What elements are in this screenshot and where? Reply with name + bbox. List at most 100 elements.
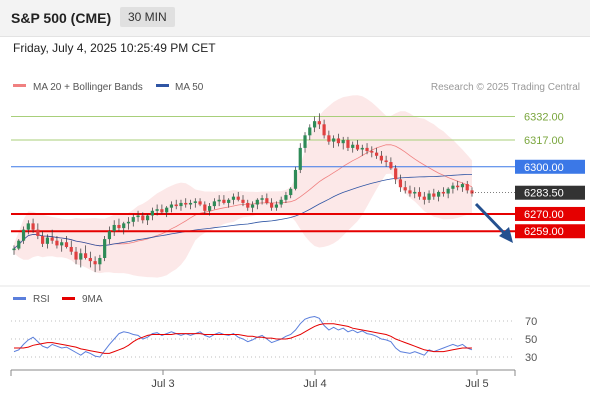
candle — [446, 187, 450, 199]
candle-body — [398, 179, 403, 188]
candle-body — [427, 193, 431, 200]
candle — [303, 132, 307, 153]
candle — [365, 143, 369, 155]
candle-body — [293, 169, 298, 189]
candle-body — [351, 144, 355, 148]
forecast-arrow-head — [499, 227, 513, 243]
candle — [150, 207, 154, 221]
candle — [389, 157, 393, 170]
candle — [422, 191, 426, 205]
candle — [417, 187, 422, 200]
candle-body — [103, 239, 107, 258]
candle — [308, 124, 312, 141]
candle-body — [332, 138, 336, 142]
candle — [379, 151, 383, 164]
candle — [50, 229, 54, 244]
candle-body — [193, 201, 197, 203]
candle-body — [360, 147, 364, 150]
candle — [470, 187, 474, 197]
candle — [208, 202, 212, 216]
candle — [55, 235, 59, 249]
last-price-label: 6283.50 — [524, 188, 564, 200]
candle-body — [470, 190, 474, 194]
timeframe-button[interactable]: 30 MIN — [120, 7, 175, 27]
candle-body — [36, 229, 40, 236]
candle-body — [83, 253, 88, 258]
candle-body — [64, 242, 69, 247]
candle — [322, 119, 326, 139]
candle-body — [150, 210, 154, 216]
candle — [398, 174, 403, 192]
candle — [227, 198, 231, 208]
candle-body — [126, 221, 131, 224]
candle-body — [222, 199, 226, 203]
candle-body — [446, 188, 450, 194]
candle — [427, 190, 431, 203]
candle — [198, 198, 202, 207]
chart-header: S&P 500 (CME) 30 MIN — [0, 0, 590, 37]
candle — [317, 113, 321, 130]
candle-body — [265, 198, 269, 203]
candle-body — [417, 191, 422, 197]
candle-body — [155, 209, 159, 211]
candle — [21, 226, 26, 244]
candle — [64, 235, 69, 249]
candle — [241, 195, 245, 207]
candle — [31, 218, 35, 233]
candle-body — [403, 187, 407, 191]
candles-layer — [12, 113, 474, 273]
level-label-6270.00: 6270.00 — [524, 209, 564, 221]
candle-body — [355, 144, 360, 150]
last-price-tag — [515, 185, 585, 200]
candle — [460, 182, 465, 192]
level-tag-6259.00 — [515, 224, 585, 239]
candle — [360, 144, 364, 156]
candle — [188, 199, 193, 210]
candle-body — [31, 223, 35, 230]
candle — [74, 246, 78, 265]
candle-body — [60, 242, 64, 246]
candle-body — [79, 253, 83, 260]
candle — [284, 191, 288, 203]
candle-body — [317, 121, 321, 125]
candle — [88, 251, 92, 268]
candle — [141, 212, 145, 224]
candle-body — [465, 184, 469, 191]
rsi-tick-label-70: 70 — [525, 316, 537, 328]
candle — [336, 133, 341, 147]
candle — [107, 226, 112, 244]
candle — [45, 234, 49, 249]
candle — [246, 199, 250, 211]
candle-body — [174, 204, 178, 207]
level-label-6317.00: 6317.00 — [524, 135, 564, 147]
candle-body — [298, 147, 302, 170]
candle-body — [274, 204, 278, 208]
candle-body — [160, 209, 164, 213]
candle — [270, 198, 274, 211]
candle — [384, 155, 388, 167]
candle — [451, 182, 455, 194]
candle — [169, 201, 174, 213]
candle-body — [12, 248, 16, 251]
candle-body — [69, 246, 73, 252]
candle-body — [55, 240, 59, 246]
candle-body — [312, 121, 317, 128]
candle — [289, 187, 293, 199]
candle — [174, 199, 178, 210]
candle-body — [231, 196, 236, 200]
candle — [145, 213, 150, 225]
candle — [456, 180, 460, 191]
level-label-6332.00: 6332.00 — [524, 111, 564, 123]
candle — [212, 198, 216, 210]
candle — [93, 256, 97, 273]
candle-body — [21, 229, 26, 241]
candle-body — [460, 184, 465, 188]
candle-body — [112, 224, 116, 232]
candle-body — [346, 140, 350, 148]
bb-legend-swatch — [13, 84, 26, 87]
candle-body — [255, 199, 259, 205]
price-levels-layer — [11, 115, 515, 233]
candle-body — [270, 202, 274, 208]
candle — [131, 213, 135, 227]
candle-body — [26, 223, 30, 230]
